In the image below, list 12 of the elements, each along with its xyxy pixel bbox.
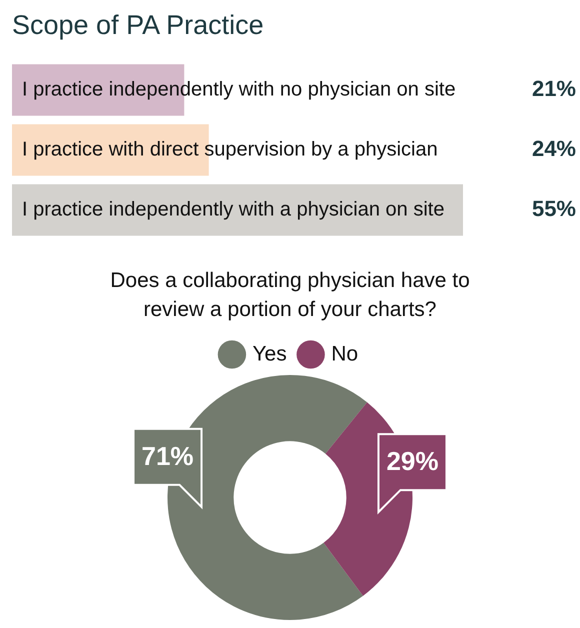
data-label: 55% — [532, 196, 576, 222]
legend-label: No — [331, 342, 358, 366]
chart-title: Scope of PA Practice — [12, 10, 264, 41]
chart-title: Does a collaborating physician have to review a portion of your charts? — [109, 268, 471, 323]
data-label: 71% — [142, 441, 194, 472]
legend-label: Yes — [252, 342, 287, 366]
category-label: I practice with direct supervision by a physician — [22, 138, 438, 161]
category-label: I practice independently with a physician on site — [22, 198, 444, 221]
data-label: 24% — [532, 136, 576, 162]
data-label: 21% — [532, 76, 576, 102]
data-label: 29% — [386, 446, 438, 476]
category-label: I practice independently with no physician on site — [22, 78, 456, 101]
